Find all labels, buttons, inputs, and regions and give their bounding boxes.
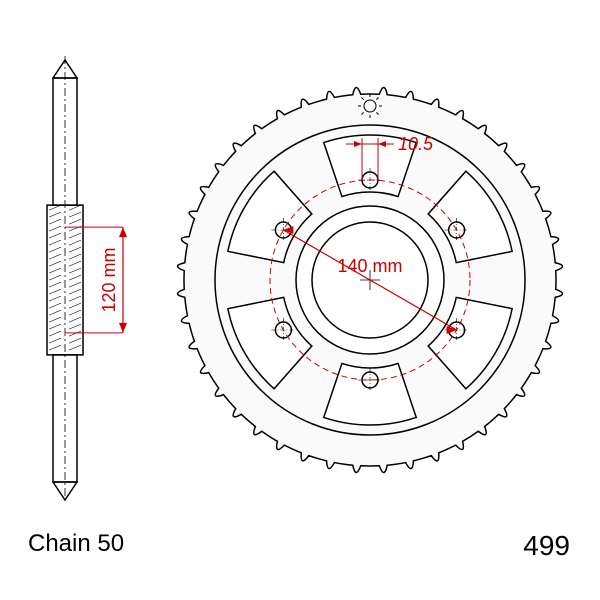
svg-text:10.5: 10.5 (398, 134, 434, 154)
diagram-container: 120 mm 140 mm 10.5 Chain 50 499 (0, 0, 600, 600)
svg-text:120 mm: 120 mm (99, 247, 119, 312)
chain-label: Chain 50 (28, 530, 124, 558)
side-view (47, 56, 83, 504)
part-number: 499 (523, 530, 570, 562)
technical-drawing-svg: 120 mm 140 mm 10.5 (0, 0, 600, 600)
svg-text:140 mm: 140 mm (337, 256, 402, 276)
